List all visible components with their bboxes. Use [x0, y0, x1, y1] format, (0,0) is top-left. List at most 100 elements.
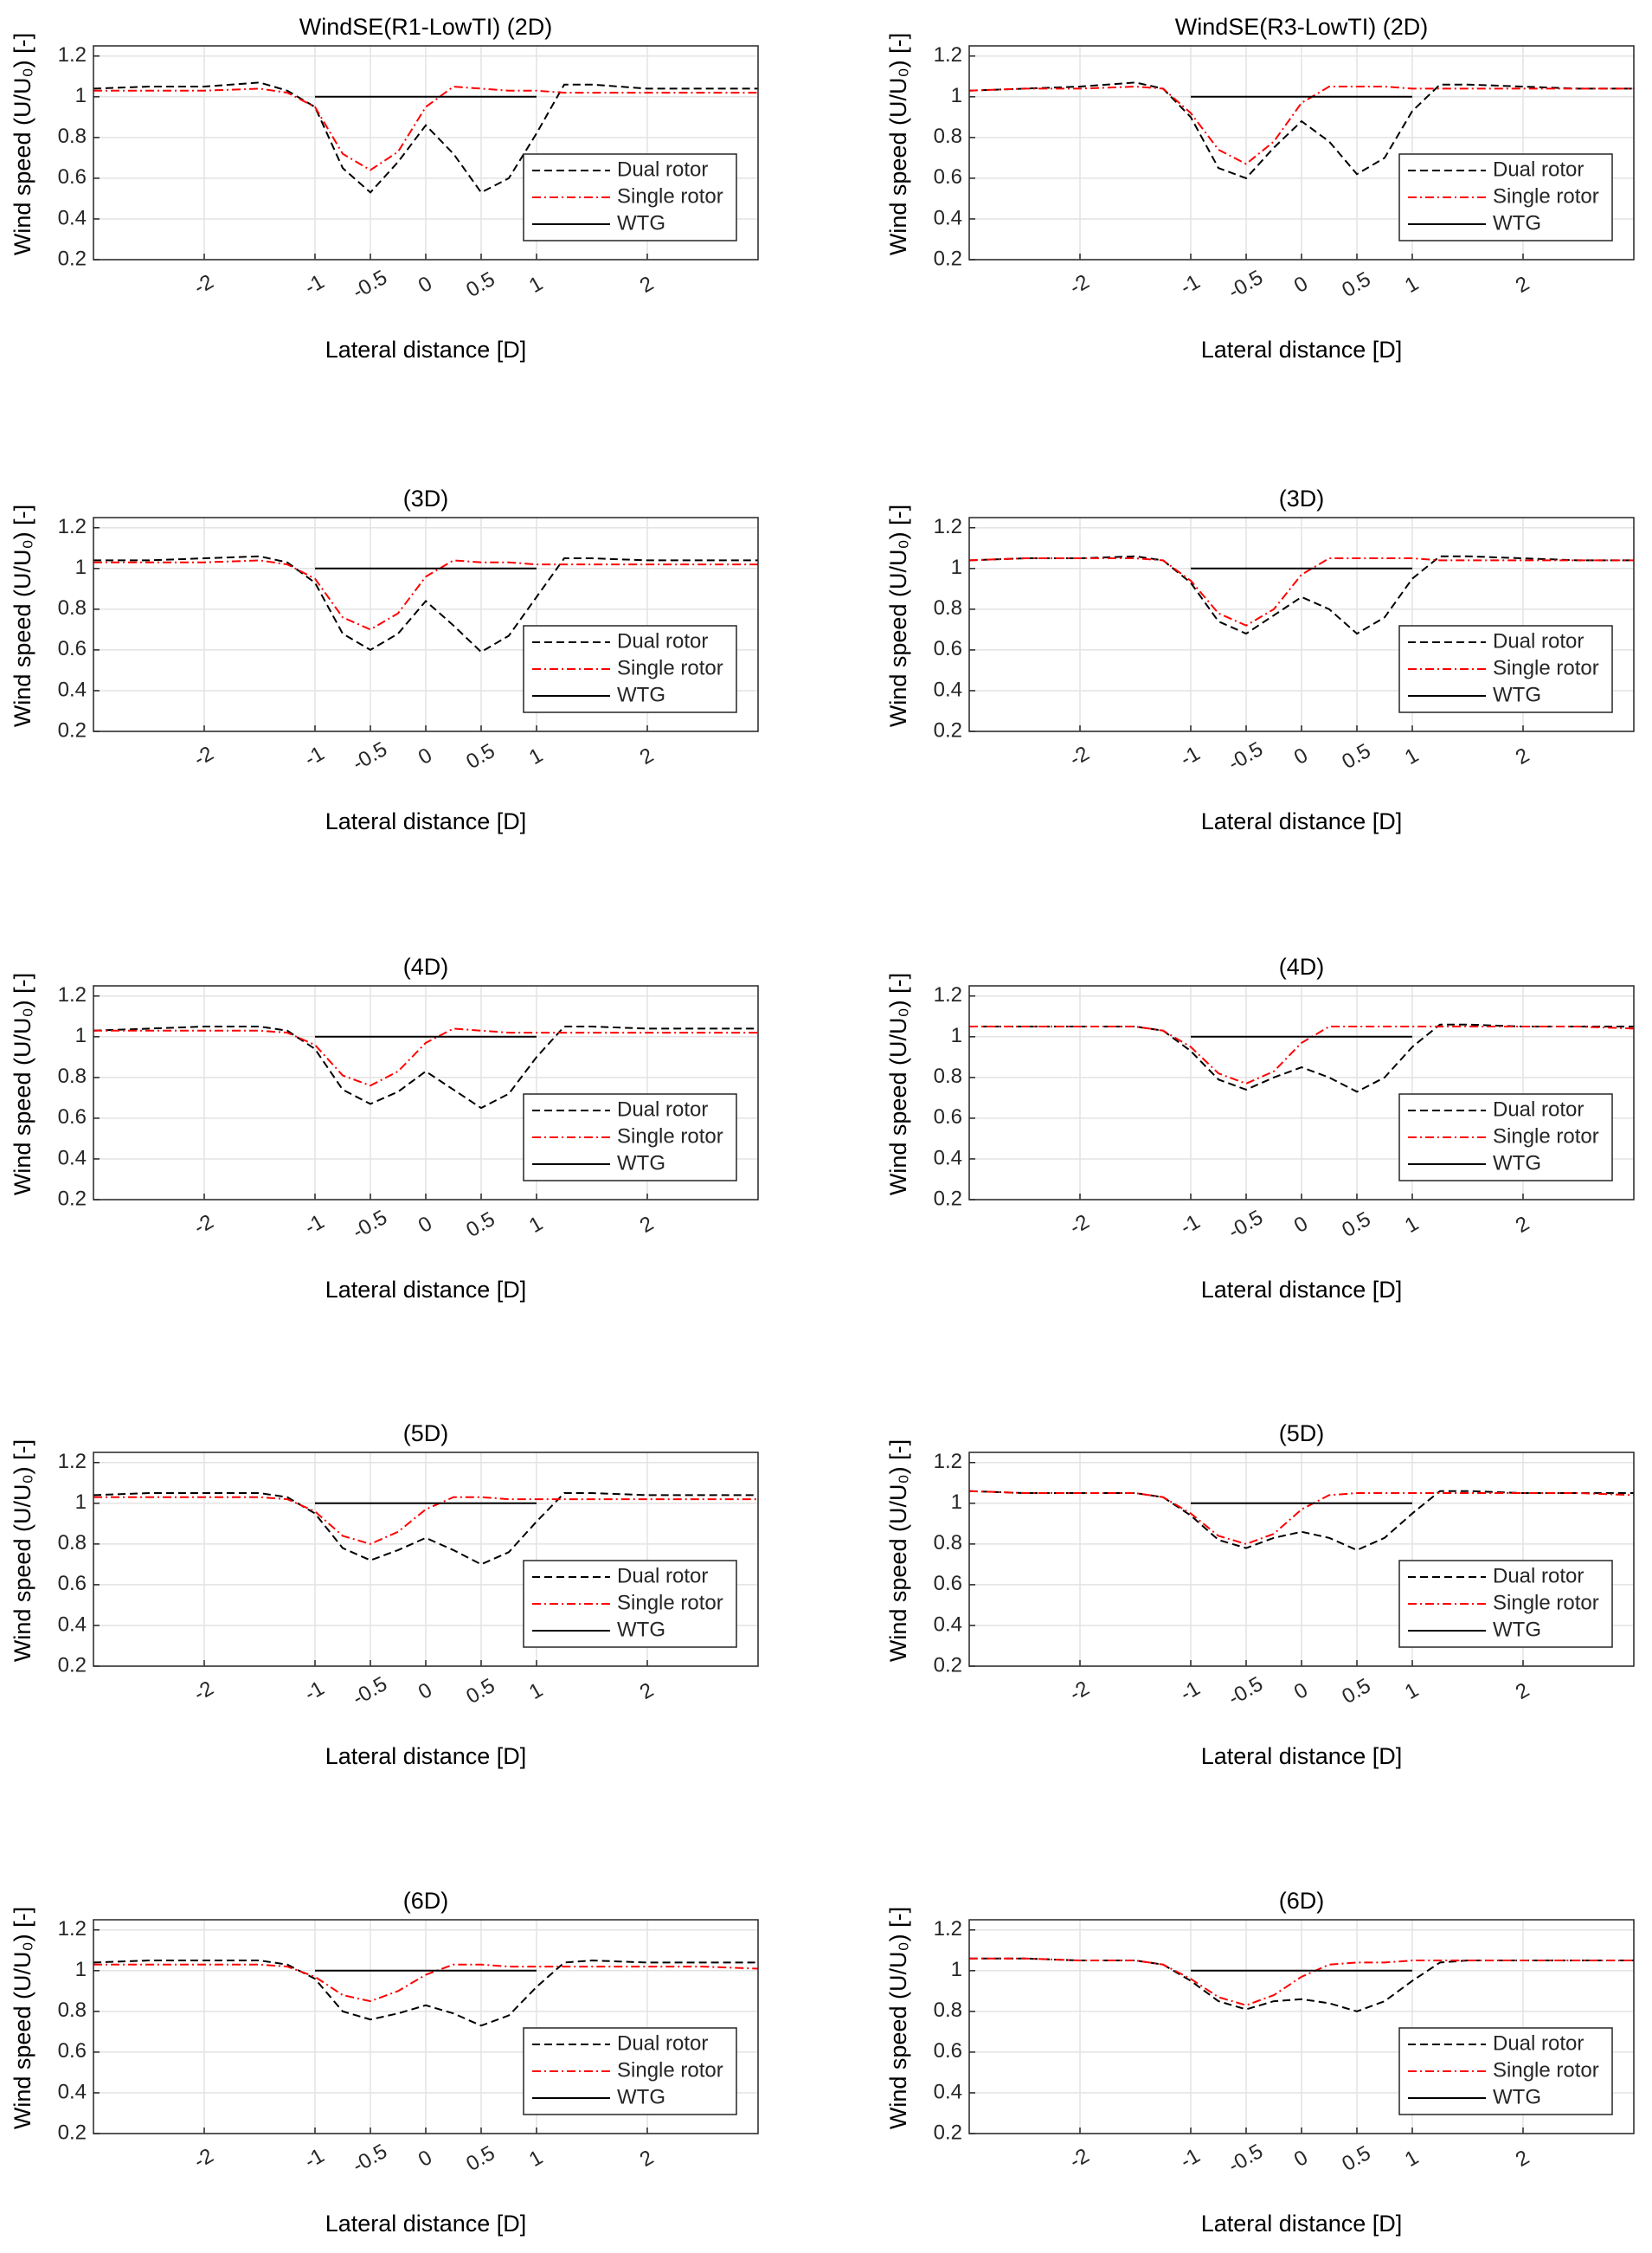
x-tick-label: 0: [1290, 2146, 1312, 2172]
y-tick-label: 0.8: [934, 1531, 962, 1555]
x-tick-label: 1: [525, 743, 547, 769]
y-axis-label: Wind speed (U/U₀) [-]: [885, 973, 911, 1195]
y-tick-label: 0.2: [58, 1653, 87, 1677]
subplot: -2 -1 -0.5 0 0.5 1 2 0.2 0.4 0.6 0.8 1 1.2 (5D) Latera…: [10, 1420, 759, 1769]
y-tick-label: 1: [951, 1490, 962, 1514]
y-tick-label: 1.2: [934, 983, 962, 1007]
x-tick-label: 0.5: [462, 1674, 498, 1709]
x-tick-label: -1: [300, 1677, 328, 1706]
legend-label: WTG: [1493, 211, 1541, 235]
y-axis-label: Wind speed (U/U₀) [-]: [10, 1439, 35, 1662]
subplot-title: (6D): [403, 1888, 449, 1914]
x-tick-label: 1: [525, 2146, 547, 2172]
x-axis-label: Lateral distance [D]: [325, 1743, 527, 1769]
y-tick-label: 1.2: [58, 1917, 87, 1941]
x-tick-label: -0.5: [349, 2140, 391, 2178]
subplot: -2 -1 -0.5 0 0.5 1 2 0.2 0.4 0.6 0.8 1 1.2 WindSE(R1-…: [10, 14, 759, 363]
x-tick-label: 2: [1512, 743, 1533, 769]
y-tick-label: 0.2: [58, 247, 87, 270]
y-tick-label: 1.2: [934, 43, 962, 67]
x-tick-label: -0.5: [1225, 1672, 1267, 1710]
series-line: [93, 1960, 758, 2027]
legend: Dual rotor Single rotor WTG: [1398, 625, 1613, 713]
y-tick-label: 0.6: [934, 165, 962, 189]
legend: Dual rotor Single rotor WTG: [1398, 2027, 1613, 2115]
x-tick-label: 1: [1401, 2146, 1423, 2172]
x-tick-label: 2: [636, 1212, 658, 1238]
y-axis-label: Wind speed (U/U₀) [-]: [885, 1439, 911, 1662]
x-tick-label: -0.5: [1225, 737, 1267, 776]
y-tick-label: 0.4: [58, 206, 87, 229]
x-tick-label: -1: [1176, 742, 1204, 771]
series-line: [969, 1023, 1634, 1093]
x-tick-label: 0: [1290, 743, 1312, 769]
x-tick-label: 0.5: [1338, 739, 1374, 774]
x-tick-label: 0: [415, 2146, 436, 2172]
y-tick-label: 0.6: [58, 1105, 87, 1129]
y-tick-label: 0.8: [58, 596, 87, 620]
y-axis-label: Wind speed (U/U₀) [-]: [885, 505, 911, 727]
y-tick-label: 0.6: [58, 637, 87, 660]
x-tick-label: 2: [1512, 272, 1533, 298]
legend-label: WTG: [617, 1151, 665, 1175]
y-tick-label: 1: [75, 84, 87, 107]
x-tick-label: -0.5: [349, 737, 391, 776]
series-line: [93, 555, 758, 653]
axes-frame: [93, 1919, 759, 2134]
legend-box: [523, 1093, 737, 1181]
legend: Dual rotor Single rotor WTG: [1398, 153, 1613, 241]
legend-label: Dual rotor: [1493, 629, 1584, 653]
legend-box: [1398, 153, 1613, 241]
subplot: -2 -1 -0.5 0 0.5 1 2 0.2 0.4 0.6 0.8 1 1.2 (6D) Latera…: [10, 1888, 759, 2237]
x-tick-label: 0: [1290, 1678, 1312, 1704]
subplot-title: (4D): [1279, 954, 1325, 980]
x-tick-label: 1: [1401, 272, 1423, 298]
x-tick-label: -1: [300, 742, 328, 771]
x-tick-label: 1: [525, 1212, 547, 1238]
series-line: [93, 559, 758, 631]
x-tick-label: -0.5: [349, 1206, 391, 1244]
y-axis-label: Wind speed (U/U₀) [-]: [10, 33, 35, 255]
x-tick-label: -2: [1065, 2144, 1093, 2173]
x-axis-label: Lateral distance [D]: [325, 808, 527, 834]
x-tick-label: -1: [300, 2144, 328, 2173]
legend-label: Single rotor: [617, 184, 723, 208]
y-tick-label: 0.8: [58, 125, 87, 148]
x-tick-label: -2: [190, 270, 217, 299]
y-tick-label: 1: [75, 1958, 87, 1981]
x-tick-label: -2: [190, 1677, 217, 1706]
series-line: [969, 1957, 1634, 2006]
y-tick-label: 0.2: [934, 1187, 962, 1210]
series-line: [968, 86, 1634, 165]
x-tick-label: 2: [1512, 2146, 1533, 2172]
subplot-title: (5D): [1279, 1420, 1325, 1446]
x-tick-label: -0.5: [1225, 266, 1267, 304]
series-line: [968, 1490, 1634, 1552]
subplot-title: (3D): [403, 486, 449, 512]
series-line: [93, 1027, 758, 1087]
y-axis-label: Wind speed (U/U₀) [-]: [885, 33, 911, 255]
y-tick-label: 0.2: [58, 1187, 87, 1210]
y-tick-label: 0.4: [934, 2080, 962, 2103]
legend-label: WTG: [617, 683, 665, 706]
x-tick-label: 0.5: [462, 2141, 498, 2176]
series-line: [93, 1492, 758, 1566]
x-axis-label: Lateral distance [D]: [1201, 808, 1403, 834]
legend-box: [523, 1560, 737, 1648]
series-line: [93, 1026, 758, 1110]
x-tick-label: 0.5: [1338, 1674, 1374, 1709]
legend-label: WTG: [617, 2085, 665, 2108]
legend: Dual rotor Single rotor WTG: [1398, 1560, 1613, 1648]
x-tick-label: -2: [1065, 742, 1093, 771]
x-tick-label: 0.5: [462, 739, 498, 774]
y-tick-label: 0.6: [934, 1572, 962, 1595]
legend-box: [523, 625, 737, 713]
legend-box: [1398, 1093, 1613, 1181]
y-tick-label: 0.8: [58, 1531, 87, 1555]
legend-label: WTG: [617, 1618, 665, 1641]
x-tick-label: 1: [525, 272, 547, 298]
subplot: -2 -1 -0.5 0 0.5 1 2 0.2 0.4 0.6 0.8 1 1.2 (4D) Latera…: [10, 954, 759, 1303]
legend-label: Single rotor: [1493, 2058, 1599, 2082]
x-tick-label: 0.5: [1338, 1207, 1374, 1242]
y-tick-label: 0.8: [934, 1999, 962, 2022]
